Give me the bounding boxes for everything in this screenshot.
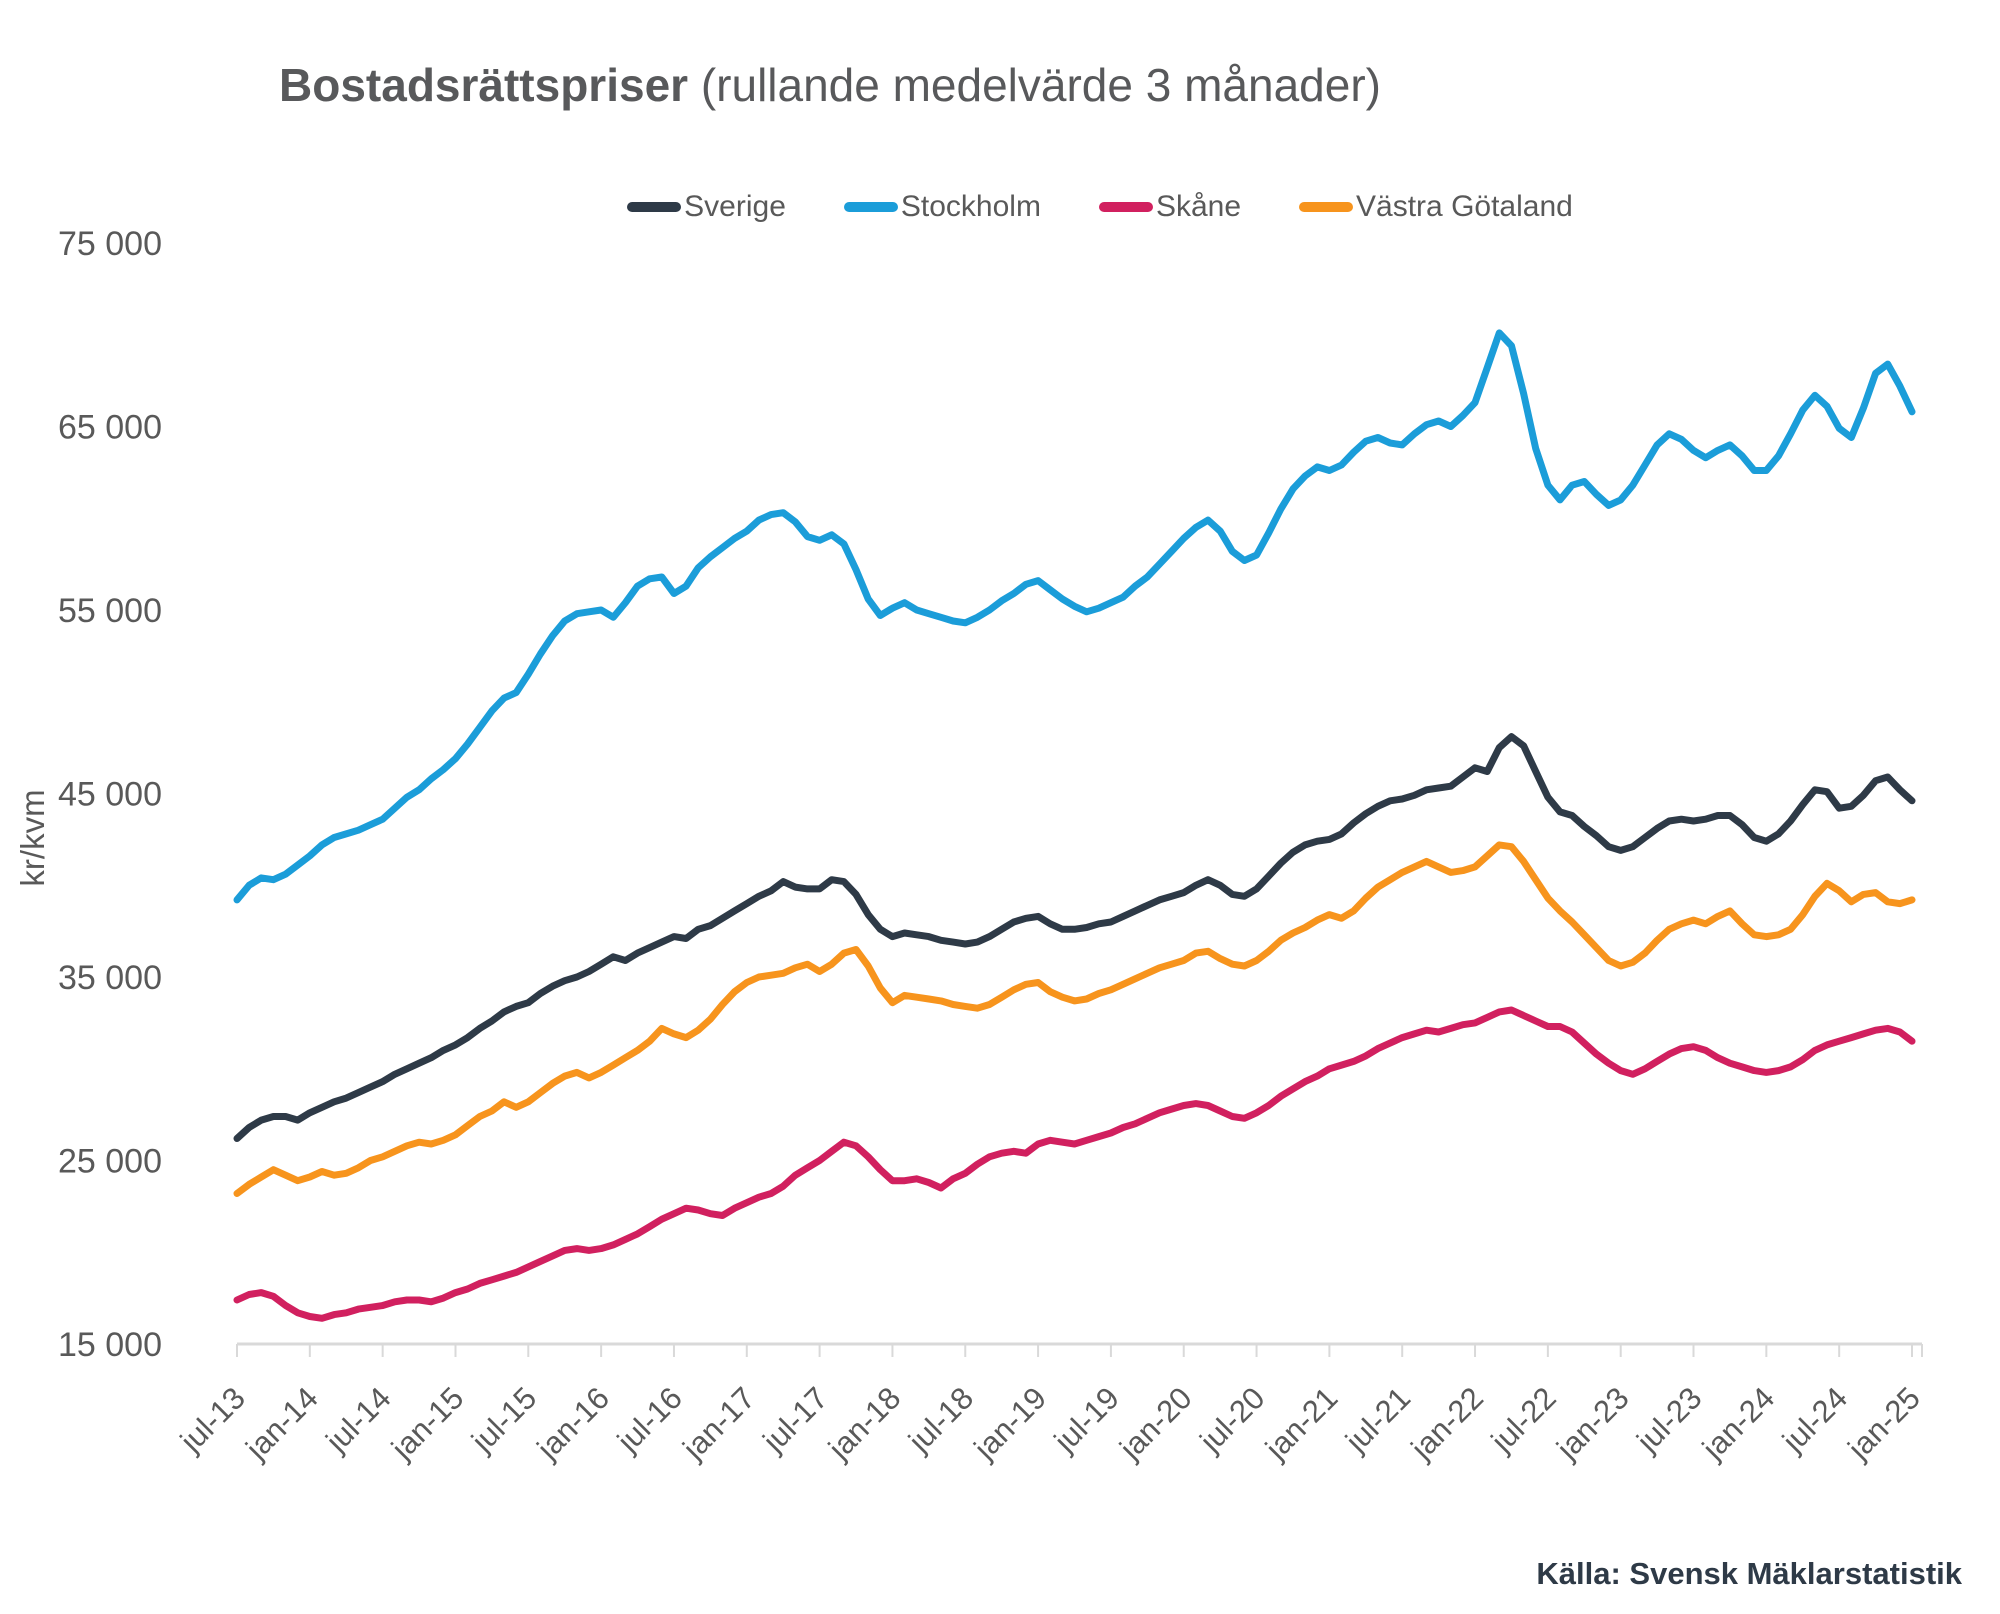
legend-label: Sverige bbox=[684, 190, 786, 223]
x-axis-tick-label: jan-23 bbox=[1549, 1380, 1635, 1466]
x-axis-tick-label: jul-24 bbox=[1775, 1380, 1854, 1459]
legend-swatch bbox=[1299, 202, 1354, 212]
x-axis-tick-label: jan-21 bbox=[1258, 1380, 1344, 1466]
x-axis-tick-label: jul-14 bbox=[319, 1380, 398, 1459]
y-axis-tick-label: 35 000 bbox=[58, 959, 162, 997]
y-axis-tick-label: 55 000 bbox=[58, 592, 162, 630]
x-axis-tick-label: jul-13 bbox=[173, 1380, 252, 1459]
chart-legend: Sverige Stockholm Skåne Västra Götaland bbox=[200, 190, 2000, 224]
chart-title-bold: Bostadsrättspriser bbox=[279, 59, 689, 111]
x-axis-tick-label: jul-20 bbox=[1192, 1380, 1271, 1459]
x-axis-tick-label: jan-16 bbox=[530, 1380, 616, 1466]
chart-title-subtitle: (rullande medelvärde 3 månader) bbox=[688, 59, 1381, 111]
x-axis-tick-label: jan-25 bbox=[1841, 1380, 1927, 1466]
x-axis-tick-label: jan-19 bbox=[967, 1380, 1053, 1466]
legend-item-v-stra-g-taland: Västra Götaland bbox=[1299, 190, 1573, 224]
y-axis-tick-label: 45 000 bbox=[58, 776, 162, 814]
legend-swatch bbox=[843, 202, 898, 212]
legend-swatch bbox=[627, 202, 682, 212]
series-line-sverige bbox=[233, 733, 1916, 1142]
x-axis-tick-label: jul-18 bbox=[901, 1380, 980, 1459]
x-axis-tick-label: jan-18 bbox=[821, 1380, 907, 1466]
x-axis-tick-label: jul-17 bbox=[755, 1380, 834, 1459]
x-axis-tick-label: jul-19 bbox=[1047, 1380, 1126, 1459]
series-line-stockholm bbox=[233, 329, 1916, 904]
legend-label: Västra Götaland bbox=[1356, 190, 1573, 223]
legend-item-stockholm: Stockholm bbox=[843, 190, 1041, 224]
y-axis-tick-label: 15 000 bbox=[58, 1326, 162, 1364]
x-axis-tick-label: jan-22 bbox=[1404, 1380, 1490, 1466]
y-axis-tick-label: 75 000 bbox=[58, 225, 162, 263]
x-axis-tick-label: jul-21 bbox=[1338, 1380, 1417, 1459]
x-axis-tick-label: jan-24 bbox=[1695, 1380, 1781, 1466]
x-axis-tick-label: jan-20 bbox=[1112, 1380, 1198, 1466]
legend-item-sverige: Sverige bbox=[627, 190, 786, 224]
legend-label: Stockholm bbox=[900, 190, 1041, 223]
chart-title: Bostadsrättspriser (rullande medelvärde … bbox=[0, 58, 1660, 112]
x-axis-tick-label: jul-16 bbox=[610, 1380, 689, 1459]
legend-swatch bbox=[1098, 202, 1153, 212]
x-axis-tick-label: jul-23 bbox=[1629, 1380, 1708, 1459]
x-axis-tick-label: jul-22 bbox=[1484, 1380, 1563, 1459]
y-axis-tick-label: 25 000 bbox=[58, 1143, 162, 1181]
x-axis-tick-label: jan-15 bbox=[384, 1380, 470, 1466]
series-line-v-stra-g-taland bbox=[233, 841, 1916, 1197]
y-axis-title: kr/kvm bbox=[14, 789, 51, 886]
x-axis-tick-label: jan-17 bbox=[675, 1380, 761, 1466]
x-axis-tick-label: jul-15 bbox=[464, 1380, 543, 1459]
legend-label: Skåne bbox=[1155, 190, 1242, 223]
y-axis-tick-label: 65 000 bbox=[58, 409, 162, 447]
x-axis-tick-label: jan-14 bbox=[238, 1380, 324, 1466]
series-line-sk-ne bbox=[233, 1006, 1916, 1322]
legend-item-sk-ne: Skåne bbox=[1098, 190, 1242, 224]
source-note: Källa: Svensk Mäklarstatistik bbox=[1536, 1556, 1962, 1591]
